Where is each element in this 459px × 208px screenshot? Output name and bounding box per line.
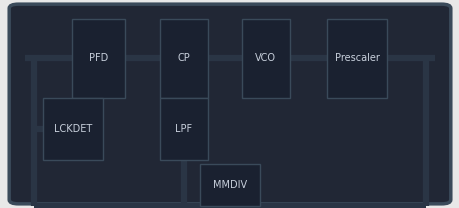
Text: PFD: PFD xyxy=(89,53,108,63)
Bar xyxy=(160,98,208,160)
Bar xyxy=(241,19,290,98)
Bar xyxy=(73,19,125,98)
Text: VCO: VCO xyxy=(255,53,276,63)
Bar xyxy=(326,19,386,98)
Text: CP: CP xyxy=(177,53,190,63)
Text: MMDIV: MMDIV xyxy=(213,180,246,190)
Text: Prescaler: Prescaler xyxy=(334,53,379,63)
Text: LCKDET: LCKDET xyxy=(53,124,92,134)
FancyBboxPatch shape xyxy=(9,4,450,204)
Bar xyxy=(160,19,208,98)
Text: LPF: LPF xyxy=(175,124,192,134)
Bar xyxy=(200,164,259,206)
Bar xyxy=(43,98,102,160)
